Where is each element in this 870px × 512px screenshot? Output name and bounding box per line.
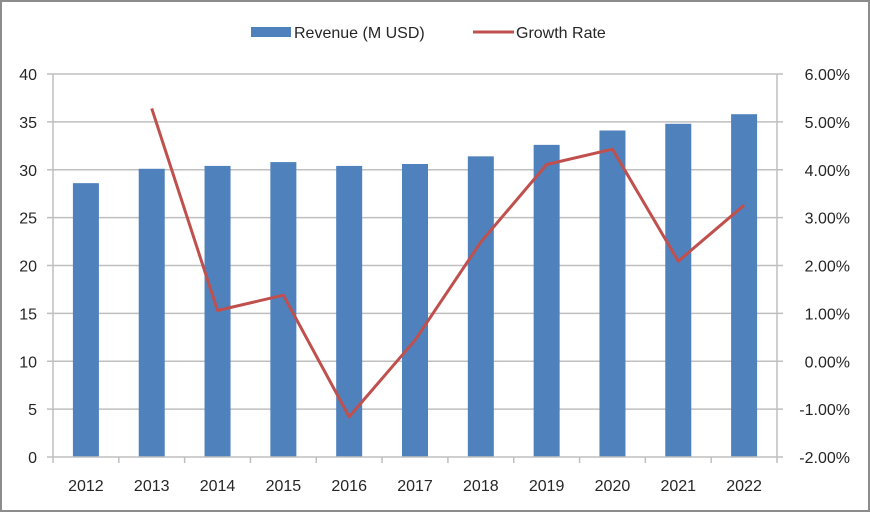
right-axis-tick-label: 1.00% <box>805 306 850 323</box>
revenue-bar <box>599 130 626 457</box>
revenue-bar <box>533 144 560 458</box>
left-axis-tick-label: 35 <box>19 115 37 132</box>
revenue-bar <box>336 165 363 458</box>
x-axis-tick-label: 2014 <box>200 478 236 495</box>
axes <box>47 73 783 463</box>
x-axis-tick-label: 2021 <box>660 478 696 495</box>
x-axis-tick-label: 2018 <box>463 478 499 495</box>
right-axis-tick-label: -2.00% <box>799 450 850 467</box>
revenue-bar <box>72 183 99 457</box>
right-axis-tick-label: 0.00% <box>805 354 850 371</box>
growth-rate-line <box>150 108 746 419</box>
left-axis-tick-label: 10 <box>19 354 37 371</box>
x-axis-tick-label: 2016 <box>331 478 367 495</box>
x-axis-labels: 2012 2013 2014 2015 2016 2017 2018 2019 2020 2021… <box>68 478 762 495</box>
x-axis-tick-label: 2020 <box>595 478 631 495</box>
revenue-bar <box>731 114 758 457</box>
legend-label-revenue: Revenue (M USD) <box>294 25 425 42</box>
x-axis-tick-label: 2012 <box>68 478 104 495</box>
x-axis-tick-label: 2022 <box>726 478 762 495</box>
revenue-bar <box>402 164 428 457</box>
revenue-bar <box>467 156 494 457</box>
left-axis-tick-label: 5 <box>28 402 37 419</box>
x-axis-tick-label: 2015 <box>266 478 302 495</box>
left-axis-tick-label: 25 <box>19 211 37 228</box>
left-axis-tick-label: 15 <box>19 306 37 323</box>
left-axis-labels: 0 5 10 15 20 25 30 35 40 <box>19 67 37 467</box>
right-axis-labels: -2.00% -1.00% 0.00% 1.00% 2.00% 3.00% 4.00% 5.0… <box>799 67 850 467</box>
revenue-bar <box>665 123 692 457</box>
x-axis-tick-label: 2019 <box>529 478 565 495</box>
left-axis-tick-label: 30 <box>19 163 37 180</box>
right-axis-tick-label: 6.00% <box>805 67 850 84</box>
left-axis-tick-label: 0 <box>28 450 37 467</box>
left-axis-tick-label: 20 <box>19 259 37 276</box>
growth-rate-line-group <box>150 108 746 419</box>
x-axis-tick-label: 2013 <box>134 478 170 495</box>
legend-label-growth-rate: Growth Rate <box>516 25 606 42</box>
right-axis-tick-label: -1.00% <box>799 402 850 419</box>
revenue-bars <box>72 114 758 458</box>
left-axis-tick-label: 40 <box>19 67 37 84</box>
x-axis-tick-label: 2017 <box>397 478 433 495</box>
legend: Revenue (M USD) Growth Rate <box>251 25 606 42</box>
right-axis-tick-label: 5.00% <box>805 115 850 132</box>
right-axis-tick-label: 3.00% <box>805 211 850 228</box>
right-axis-tick-label: 2.00% <box>805 259 850 276</box>
right-axis-tick-label: 4.00% <box>805 163 850 180</box>
legend-swatch-revenue <box>251 27 291 37</box>
revenue-bar <box>138 168 165 458</box>
